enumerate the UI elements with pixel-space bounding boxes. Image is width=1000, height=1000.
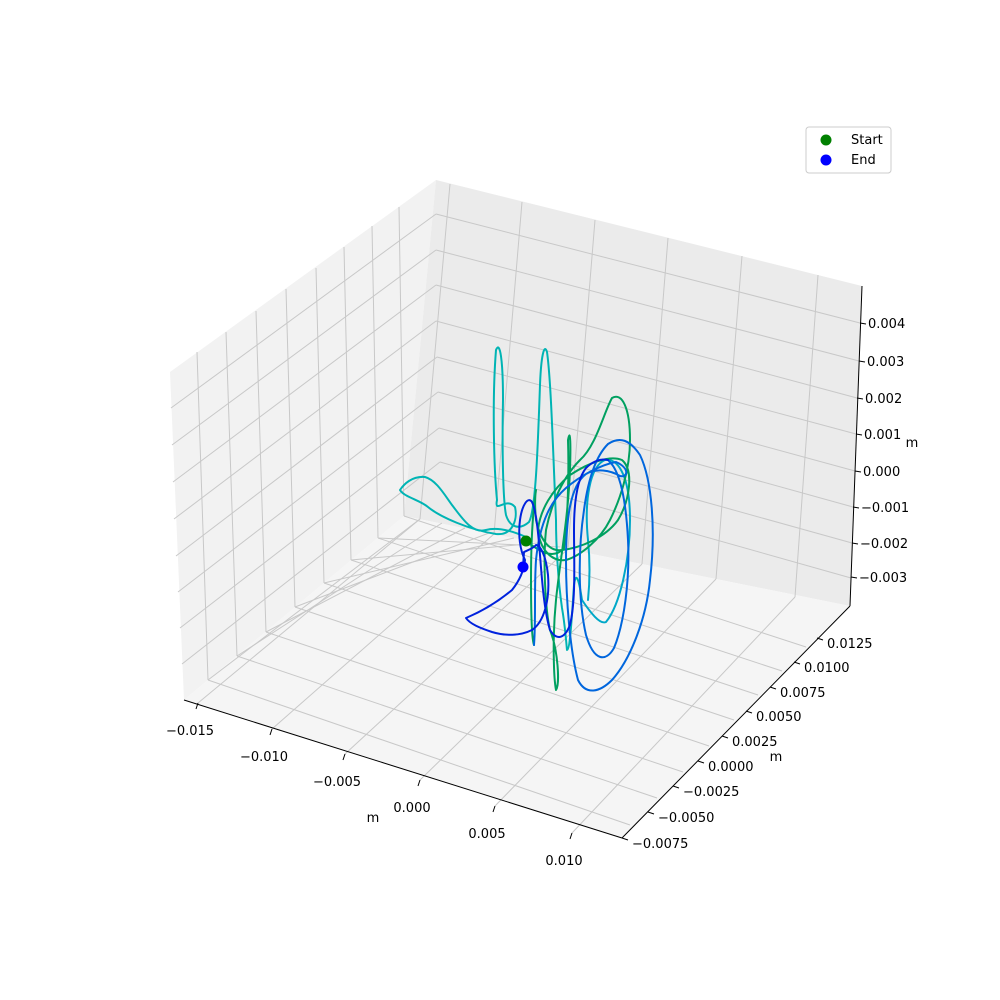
- legend: Start End: [805, 126, 892, 174]
- x-tick-mark: [569, 832, 573, 840]
- x-tick-label: 0.005: [468, 827, 505, 842]
- z-tick-mark: [851, 542, 859, 545]
- z-tick-label: 0.001: [864, 428, 901, 443]
- trajectory-segment-darkblue: [465, 458, 609, 638]
- axis-lines: [183, 285, 863, 839]
- y-axis-ticks: −0.0075 −0.0050 −0.0025 0.0000 0.0025 0.0050 0…: [621, 637, 873, 852]
- end-marker: [517, 561, 529, 573]
- legend-end-label: End: [851, 153, 876, 168]
- y-tick-mark: [697, 760, 705, 764]
- x-axis-label: m: [367, 811, 380, 826]
- x-axis-line: [183, 699, 623, 839]
- z-tick-label: 0.000: [863, 465, 900, 480]
- z-tick-label: −0.001: [861, 501, 909, 516]
- y-axis-line: [621, 605, 851, 839]
- trajectory-segment-green: [525, 395, 631, 691]
- y-tick-label: −0.0025: [683, 785, 739, 800]
- y-tick-label: −0.0075: [632, 837, 688, 852]
- x-tick-label: −0.005: [313, 775, 361, 790]
- x-tick-label: −0.010: [240, 750, 288, 765]
- x-tick-mark: [195, 702, 199, 710]
- x-tick-mark: [342, 753, 346, 761]
- z-tick-mark: [850, 576, 858, 579]
- z-tick-mark: [854, 470, 862, 473]
- z-tick-mark: [852, 506, 860, 509]
- y-tick-mark: [793, 661, 801, 665]
- y-tick-mark: [745, 710, 753, 714]
- trajectory-segment-blue: [533, 439, 654, 692]
- z-tick-mark: [856, 397, 864, 400]
- legend-start-label: Start: [851, 133, 883, 148]
- x-tick-label: 0.000: [393, 801, 430, 816]
- x-tick-label: 0.010: [545, 854, 582, 869]
- z-axis-ticks: −0.003 −0.002 −0.001 0.000 0.001 0.002 0.003 0.…: [850, 317, 909, 586]
- y-tick-mark: [816, 637, 824, 641]
- z-tick-label: 0.004: [868, 317, 905, 332]
- start-marker: [520, 535, 532, 547]
- y-tick-label: 0.0125: [827, 637, 873, 652]
- z-tick-label: 0.003: [867, 355, 904, 370]
- y-tick-label: 0.0075: [780, 686, 826, 701]
- y-tick-label: 0.0000: [708, 760, 754, 775]
- x-tick-label: −0.015: [166, 724, 214, 739]
- z-axis-line: [849, 285, 863, 607]
- pane-left: [170, 180, 436, 700]
- x-tick-mark: [492, 805, 496, 813]
- y-tick-mark: [621, 837, 629, 841]
- chart-panes: [170, 180, 862, 838]
- z-tick-label: −0.003: [859, 571, 907, 586]
- y-tick-label: 0.0050: [756, 710, 802, 725]
- pane-back: [404, 180, 862, 606]
- x-tick-mark: [417, 779, 421, 787]
- x-tick-mark: [269, 728, 273, 736]
- y-axis-label: m: [770, 750, 783, 765]
- pane-floor: [184, 516, 850, 838]
- legend-start-marker: [820, 134, 832, 146]
- z-tick-mark: [859, 322, 867, 325]
- legend-end-marker: [820, 154, 832, 166]
- z-tick-label: 0.002: [865, 392, 902, 407]
- y-tick-mark: [672, 785, 680, 789]
- grid-lines: [170, 183, 861, 834]
- y-tick-mark: [769, 686, 777, 690]
- y-tick-label: 0.0025: [732, 735, 778, 750]
- y-tick-mark: [647, 811, 655, 815]
- trajectory: [399, 346, 654, 692]
- z-tick-label: −0.002: [860, 537, 908, 552]
- z-tick-mark: [858, 360, 866, 363]
- z-tick-mark: [855, 433, 863, 436]
- z-axis-label: m: [906, 436, 919, 451]
- y-tick-mark: [721, 735, 729, 739]
- x-axis-ticks: −0.015 −0.010 −0.005 0.000 0.005 0.010: [166, 702, 583, 869]
- y-tick-label: −0.0050: [658, 811, 714, 826]
- y-tick-label: 0.0100: [804, 661, 850, 676]
